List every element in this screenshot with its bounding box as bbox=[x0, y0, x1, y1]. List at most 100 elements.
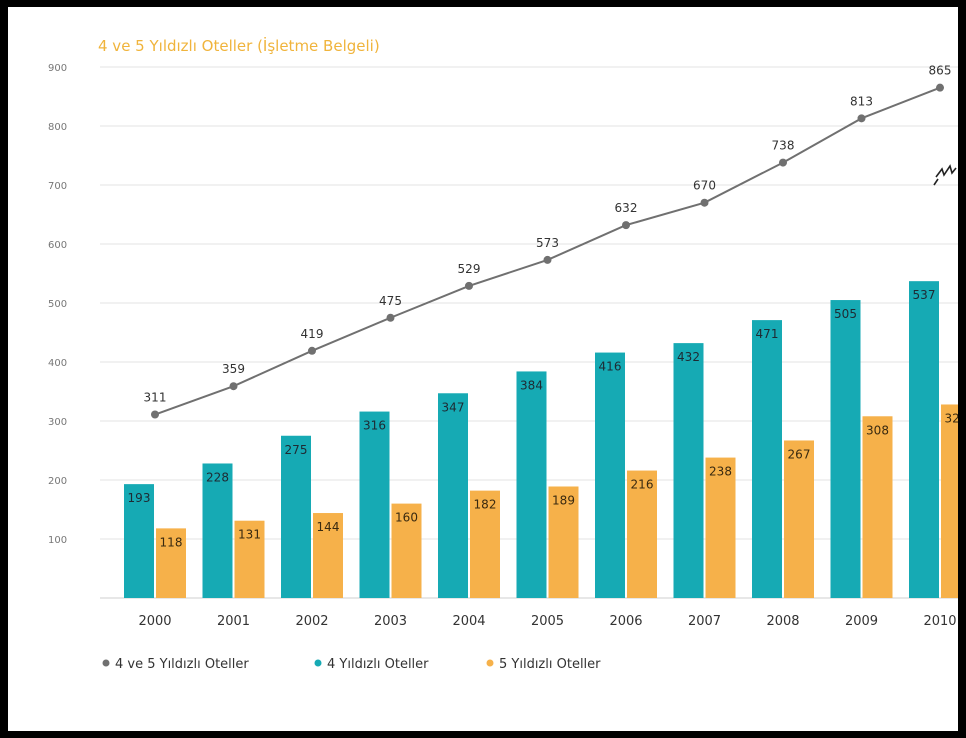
data-labels: 193 118 228 131 275 144 316 160 347 182 384 189 416 2… bbox=[128, 64, 958, 550]
total-series-label: 573 bbox=[536, 236, 559, 250]
y-axis-ticks: 100 200 300 400 500 600 700 800 900 bbox=[48, 63, 67, 546]
bar-4-star bbox=[281, 435, 311, 598]
x-tick-label: 2010 bbox=[923, 614, 956, 629]
legend-label: 4 ve 5 Yıldızlı Oteller bbox=[115, 657, 249, 672]
bar-4-star bbox=[752, 320, 782, 598]
bar-5-star bbox=[941, 404, 958, 598]
total-series-label: 813 bbox=[850, 94, 873, 108]
bar-5-star-label: 267 bbox=[788, 447, 811, 461]
x-tick-label: 2000 bbox=[138, 614, 171, 629]
bar-4-star-label: 228 bbox=[206, 470, 229, 484]
total-series-point bbox=[779, 158, 787, 167]
bar-4-star-label: 432 bbox=[677, 350, 700, 364]
x-tick-label: 2001 bbox=[217, 614, 250, 629]
bar-4-star bbox=[830, 300, 861, 598]
bar-5-star bbox=[156, 528, 186, 598]
pen-cursor-icon bbox=[933, 164, 957, 186]
y-tick-label: 700 bbox=[48, 181, 67, 192]
bar-4-star-label: 471 bbox=[756, 327, 779, 341]
total-series-point bbox=[700, 198, 709, 207]
x-tick-label: 2002 bbox=[295, 614, 328, 629]
total-series-label: 311 bbox=[144, 391, 167, 405]
bar-4-star-label: 537 bbox=[913, 288, 936, 302]
total-series-point bbox=[857, 114, 866, 123]
bar-4-star bbox=[438, 393, 468, 598]
total-series-point bbox=[308, 346, 316, 355]
bar-5-star bbox=[784, 440, 814, 598]
bar-4-star-label: 316 bbox=[363, 419, 386, 433]
x-tick-label: 2009 bbox=[845, 614, 878, 629]
bar-4-star bbox=[202, 463, 233, 598]
grid-lines bbox=[100, 66, 958, 599]
line-series bbox=[151, 83, 944, 419]
bar-5-star bbox=[627, 470, 657, 598]
bar-5-star-label: 238 bbox=[709, 465, 732, 479]
x-tick-label: 2007 bbox=[688, 614, 721, 629]
y-tick-label: 500 bbox=[48, 299, 67, 310]
total-series-point bbox=[622, 221, 630, 230]
legend-marker bbox=[486, 659, 494, 667]
total-series-label: 419 bbox=[301, 327, 324, 341]
y-tick-label: 400 bbox=[48, 358, 67, 369]
bar-5-star-label: 189 bbox=[552, 493, 575, 507]
bar-4-star-label: 275 bbox=[285, 443, 308, 457]
bar-4-star bbox=[673, 343, 704, 598]
total-series-label: 529 bbox=[458, 262, 481, 276]
bar-4-star bbox=[516, 371, 547, 598]
bar-5-star-label: 182 bbox=[474, 498, 497, 512]
y-tick-label: 200 bbox=[48, 476, 67, 487]
y-tick-label: 300 bbox=[48, 417, 67, 428]
legend: 4 ve 5 Yıldızlı Oteller 4 Yıldızlı Otelle… bbox=[102, 657, 601, 672]
bar-5-star-label: 308 bbox=[866, 423, 889, 437]
bar-5-star bbox=[705, 457, 736, 598]
bar-5-star bbox=[548, 486, 579, 598]
bar-4-star bbox=[595, 352, 625, 598]
bar-5-star-label: 131 bbox=[238, 528, 261, 542]
x-tick-label: 2004 bbox=[452, 614, 485, 629]
bar-5-star bbox=[862, 416, 893, 598]
bars bbox=[124, 281, 958, 598]
total-series-point bbox=[151, 410, 159, 419]
total-series-point bbox=[465, 281, 473, 290]
y-tick-label: 600 bbox=[48, 240, 67, 251]
bar-5-star bbox=[470, 490, 500, 598]
y-tick-label: 100 bbox=[48, 535, 67, 546]
chart: 4 ve 5 Yıldızlı Oteller (İşletme Belgeli… bbox=[48, 36, 958, 672]
x-tick-label: 2005 bbox=[531, 614, 564, 629]
y-tick-label: 900 bbox=[48, 63, 67, 74]
x-tick-label: 2008 bbox=[766, 614, 799, 629]
legend-marker bbox=[314, 659, 322, 667]
total-series-label: 865 bbox=[929, 64, 952, 78]
total-series-label: 738 bbox=[772, 139, 795, 153]
chart-frame: 4 ve 5 Yıldızlı Oteller (İşletme Belgeli… bbox=[8, 7, 960, 731]
total-series-line bbox=[154, 86, 941, 416]
bar-5-star-label: 118 bbox=[160, 535, 183, 549]
chart-title: 4 ve 5 Yıldızlı Oteller (İşletme Belgeli… bbox=[98, 36, 380, 55]
bar-4-star bbox=[359, 411, 390, 598]
bar-5-star-label: 144 bbox=[317, 520, 340, 534]
y-tick-label: 800 bbox=[48, 122, 67, 133]
bar-4-star-label: 193 bbox=[128, 491, 151, 505]
total-series-point bbox=[229, 382, 238, 391]
bar-4-star-label: 505 bbox=[834, 307, 857, 321]
total-series-point bbox=[386, 313, 395, 322]
bar-4-star bbox=[124, 484, 154, 598]
bar-5-star bbox=[313, 513, 343, 598]
total-series-label: 359 bbox=[222, 362, 245, 376]
bar-5-star bbox=[234, 520, 265, 598]
x-tick-label: 2006 bbox=[609, 614, 642, 629]
total-series-label: 632 bbox=[615, 201, 638, 215]
bar-4-star-label: 416 bbox=[599, 360, 622, 374]
x-tick-label: 2003 bbox=[374, 614, 407, 629]
x-axis-ticks: 2000 2001 2002 2003 2004 2005 2006 2007 2008 2009… bbox=[138, 614, 956, 629]
bar-5-star-label: 160 bbox=[395, 511, 418, 525]
total-series-point bbox=[936, 83, 944, 92]
bar-4-star-label: 384 bbox=[520, 378, 543, 392]
legend-marker bbox=[102, 659, 110, 667]
bar-5-star-label: 216 bbox=[631, 478, 654, 492]
total-series-point bbox=[543, 255, 552, 264]
bar-4-star-label: 347 bbox=[442, 400, 465, 414]
legend-label: 5 Yıldızlı Oteller bbox=[499, 657, 601, 672]
total-series-label: 670 bbox=[693, 179, 716, 193]
legend-label: 4 Yıldızlı Oteller bbox=[327, 657, 429, 672]
